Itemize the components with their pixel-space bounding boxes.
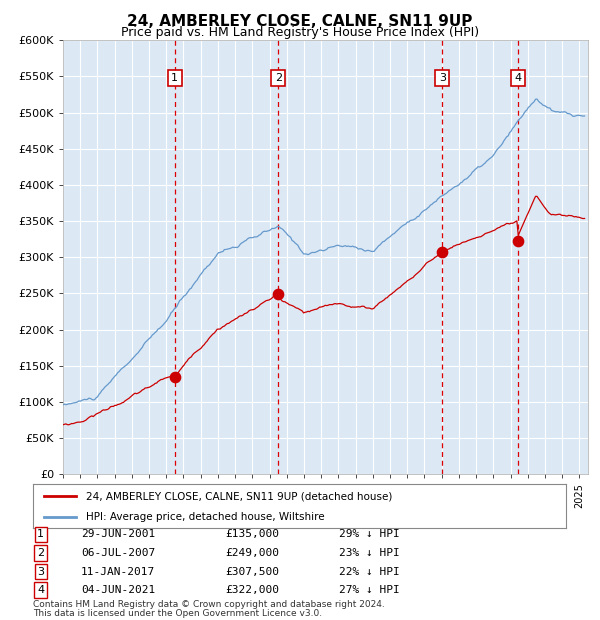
Point [513, 236, 523, 246]
Text: 2: 2 [275, 73, 282, 83]
Text: 29-JUN-2001: 29-JUN-2001 [81, 529, 155, 539]
Text: 4: 4 [514, 73, 521, 83]
Text: 3: 3 [439, 73, 446, 83]
Text: 1: 1 [171, 73, 178, 83]
Text: 06-JUL-2007: 06-JUL-2007 [81, 548, 155, 558]
Text: £322,000: £322,000 [225, 585, 279, 595]
Text: 3: 3 [37, 567, 44, 577]
Text: 27% ↓ HPI: 27% ↓ HPI [339, 585, 400, 595]
Text: £135,000: £135,000 [225, 529, 279, 539]
Text: 4: 4 [37, 585, 44, 595]
Text: 04-JUN-2021: 04-JUN-2021 [81, 585, 155, 595]
Text: 11-JAN-2017: 11-JAN-2017 [81, 567, 155, 577]
Point [170, 372, 179, 382]
Text: This data is licensed under the Open Government Licence v3.0.: This data is licensed under the Open Gov… [33, 608, 322, 618]
Text: £307,500: £307,500 [225, 567, 279, 577]
Text: 24, AMBERLEY CLOSE, CALNE, SN11 9UP (detached house): 24, AMBERLEY CLOSE, CALNE, SN11 9UP (det… [86, 491, 392, 501]
Text: HPI: Average price, detached house, Wiltshire: HPI: Average price, detached house, Wilt… [86, 512, 325, 522]
Text: 1: 1 [37, 529, 44, 539]
Text: 2: 2 [37, 548, 44, 558]
Point [274, 290, 283, 299]
Text: Contains HM Land Registry data © Crown copyright and database right 2024.: Contains HM Land Registry data © Crown c… [33, 600, 385, 609]
Text: 24, AMBERLEY CLOSE, CALNE, SN11 9UP: 24, AMBERLEY CLOSE, CALNE, SN11 9UP [127, 14, 473, 29]
Text: 29% ↓ HPI: 29% ↓ HPI [339, 529, 400, 539]
Text: 23% ↓ HPI: 23% ↓ HPI [339, 548, 400, 558]
Text: Price paid vs. HM Land Registry's House Price Index (HPI): Price paid vs. HM Land Registry's House … [121, 26, 479, 39]
Text: £249,000: £249,000 [225, 548, 279, 558]
Text: 22% ↓ HPI: 22% ↓ HPI [339, 567, 400, 577]
Point [437, 247, 447, 257]
